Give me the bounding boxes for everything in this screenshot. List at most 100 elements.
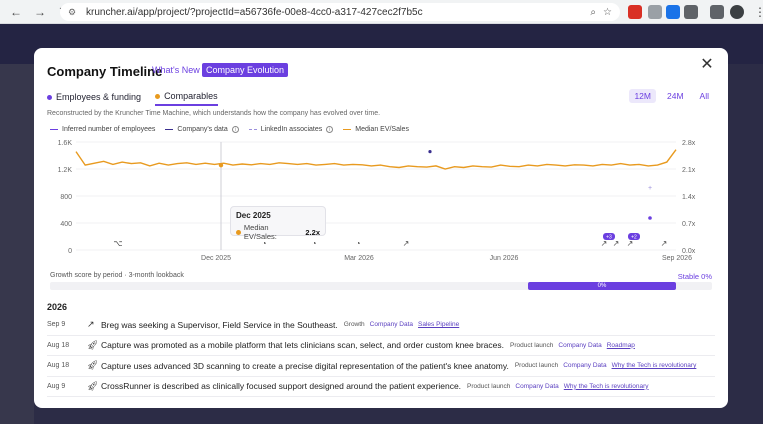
event-count-badge	[603, 233, 615, 240]
x-tick-label: Jun 2026	[490, 255, 519, 262]
extensions-puzzle-icon[interactable]	[684, 5, 698, 19]
y-left-tick-label: 1.6K	[58, 140, 73, 147]
events-list: Sep 9 ↗ Breg was seeking a Supervisor, F…	[47, 315, 715, 397]
menu-kebab-icon[interactable]: ⋮	[754, 5, 763, 19]
event-link-source[interactable]: Sales Pipeline	[418, 321, 460, 329]
y-right-tick-label: 2.8x	[682, 140, 696, 147]
event-text: CrossRunner is described as clinically f…	[101, 381, 462, 392]
event-count-badge-label: +2	[631, 235, 637, 241]
fork-icon: ⌥	[113, 239, 122, 248]
info-icon[interactable]: i	[326, 126, 334, 133]
legend-linkedin[interactable]: LinkedIn associates i	[248, 126, 334, 133]
range-tab-all[interactable]: All	[699, 91, 709, 101]
ev-sales-dot-icon	[236, 229, 241, 235]
event-link-company-data[interactable]: Company Data	[369, 321, 414, 329]
event-row[interactable]: Aug 9 🚀︎ CrossRunner is described as cli…	[47, 377, 715, 397]
growth-score-bar[interactable]: 0%	[528, 282, 676, 290]
extension-icon[interactable]	[628, 5, 642, 19]
close-icon[interactable]: ✕	[700, 56, 714, 73]
forward-icon[interactable]: →	[34, 4, 46, 19]
event-row[interactable]: Aug 18 🚀︎ Capture was promoted as a mobi…	[47, 336, 715, 356]
event-link-company-data[interactable]: Company Data	[563, 362, 607, 370]
event-date: Aug 18	[47, 362, 70, 370]
trend-up-icon: ↗	[601, 239, 608, 248]
address-bar[interactable]: ⚙ kruncher.ai/app/project/?projectId=a56…	[60, 3, 620, 21]
event-link-company-data[interactable]: Company Data	[515, 382, 559, 390]
background-sidebar	[0, 64, 34, 424]
back-icon[interactable]: ←	[10, 4, 22, 19]
ev-sales-hover-point	[218, 162, 224, 168]
clock-icon: ◔	[356, 239, 361, 248]
legend-employees[interactable]: Inferred number of employees	[50, 126, 155, 133]
event-text: Capture was promoted as a mobile platfor…	[101, 340, 504, 351]
y-right-tick-label: 0.0x	[682, 248, 696, 255]
event-category: Product launch	[510, 341, 554, 349]
legend-label: Company's data	[177, 126, 228, 133]
extension-icon[interactable]	[648, 5, 662, 19]
sub-tab-employees-funding[interactable]: Employees & funding	[47, 91, 141, 106]
range-tabs: 12M 24M All	[629, 89, 714, 103]
event-link-source[interactable]: Why the Tech is revolutionary	[611, 362, 697, 370]
employees-dot-icon	[47, 94, 52, 100]
extension-icon[interactable]	[666, 5, 680, 19]
x-tick-label: Sep 2026	[662, 255, 692, 262]
y-right-tick-label: 2.1x	[682, 167, 696, 174]
range-tab-12m[interactable]: 12M	[629, 89, 656, 103]
legend-label: Inferred number of employees	[62, 126, 156, 133]
url-text: kruncher.ai/app/project/?projectId=a5673…	[86, 6, 423, 18]
legend-line-icon	[343, 129, 352, 130]
zoom-icon[interactable]: ⌕	[590, 6, 596, 18]
timeline-description: Reconstructed by the Kruncher Time Machi…	[47, 110, 381, 117]
event-text: Breg was seeking a Supervisor, Field Ser…	[101, 319, 338, 330]
trend-up-icon: ↗	[627, 239, 634, 248]
x-tick-label: Dec 2025	[201, 255, 231, 262]
legend-ev-sales[interactable]: Median EV/Sales	[343, 126, 409, 133]
legend-company-data[interactable]: Company's data i	[165, 126, 239, 133]
event-date: Aug 9	[47, 382, 66, 390]
event-date: Aug 18	[47, 341, 70, 349]
legend-line-icon	[165, 129, 174, 130]
range-tab-24m[interactable]: 24M	[667, 91, 684, 101]
event-row[interactable]: Aug 18 🚀︎ Capture uses advanced 3D scann…	[47, 356, 715, 377]
x-tick-label: Mar 2026	[344, 255, 374, 262]
bookmark-star-icon[interactable]: ☆	[603, 6, 612, 18]
clock-icon: ◔	[312, 239, 317, 248]
comparables-dot-icon	[155, 93, 161, 99]
trend-up-icon: ↗	[613, 239, 620, 248]
y-right-tick-label: 0.7x	[682, 221, 696, 228]
tab-company-evolution[interactable]: Company Evolution	[202, 63, 289, 77]
trend-up-icon: ↗	[87, 319, 95, 330]
tab-whats-new[interactable]: What's New	[152, 65, 200, 75]
profile-icon[interactable]	[730, 5, 744, 19]
legend-line-icon	[248, 129, 257, 130]
year-heading: 2026	[47, 302, 68, 312]
event-row[interactable]: Sep 9 ↗ Breg was seeking a Supervisor, F…	[47, 315, 715, 336]
linkedin-point: +	[648, 185, 652, 192]
browser-toolbar: ← → ↻ ⚙ kruncher.ai/app/project/?project…	[0, 0, 763, 24]
sub-tab-comparables[interactable]: Comparables	[155, 91, 218, 106]
y-right-tick-label: 1.4x	[682, 194, 696, 201]
y-left-tick-label: 800	[60, 194, 72, 201]
rocket-icon: 🚀︎	[87, 380, 99, 391]
event-count-badge-label: +3	[606, 235, 612, 241]
tooltip-row: Median EV/Sales: 2.2x	[236, 223, 320, 241]
legend-label: Median EV/Sales	[355, 126, 409, 133]
modal-title: Company Timeline	[47, 64, 163, 79]
event-text: Capture uses advanced 3D scanning to cre…	[101, 360, 509, 371]
trend-up-icon: ↗	[403, 239, 410, 248]
sub-tab-label: Employees & funding	[56, 92, 142, 102]
ev-sales-line	[75, 149, 677, 170]
legend-line-icon	[50, 129, 58, 130]
event-link-company-data[interactable]: Company Data	[558, 341, 602, 349]
event-link-source[interactable]: Roadmap	[606, 341, 635, 349]
linkedin-point	[648, 216, 652, 220]
site-info-icon[interactable]: ⚙	[68, 7, 77, 17]
info-icon[interactable]: i	[231, 126, 239, 133]
event-link-source[interactable]: Why the Tech is revolutionary	[563, 382, 649, 390]
download-icon[interactable]	[710, 5, 724, 19]
growth-stable-label: Stable 0%	[677, 272, 712, 281]
clock-icon: ◔	[262, 239, 267, 248]
timeline-chart[interactable]: 0 400 800 1.2K 1.6K 0.0x 0.7x 1.4x 2.1x 2.8x Dec 2…	[34, 48, 728, 273]
event-count-badge	[628, 233, 640, 240]
y-left-tick-label: 400	[60, 221, 72, 228]
